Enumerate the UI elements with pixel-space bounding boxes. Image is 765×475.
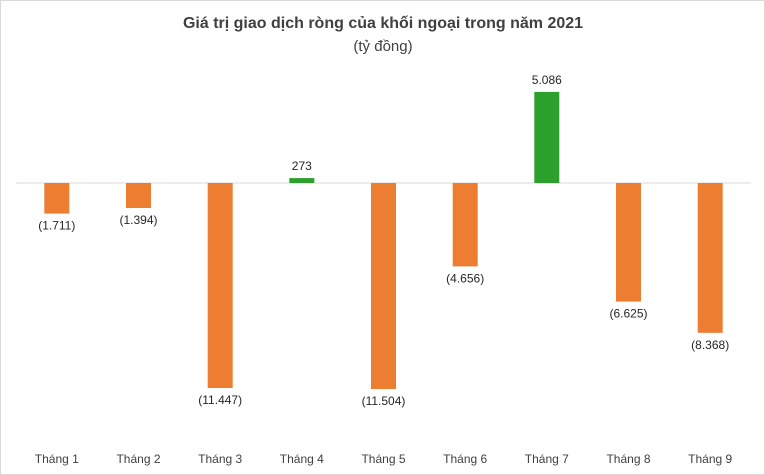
x-tick-label-5: Tháng 5 [361, 452, 405, 466]
data-label-1: (1.711) [38, 219, 75, 233]
x-tick-label-3: Tháng 3 [198, 452, 242, 466]
bar-5 [371, 183, 396, 389]
bar-9 [697, 183, 723, 333]
data-label-6: (4.656) [446, 271, 484, 285]
chart-subtitle: (tỷ đồng) [353, 38, 412, 55]
bar-6 [452, 183, 478, 267]
bar-1 [44, 183, 70, 214]
bar-4 [289, 178, 315, 183]
x-tick-label-2: Tháng 2 [116, 452, 160, 466]
data-label-4: 273 [292, 159, 312, 173]
x-tick-label-7: Tháng 7 [525, 452, 569, 466]
chart-title: Giá trị giao dịch ròng của khối ngoại tr… [183, 15, 583, 32]
data-label-2: (1.394) [119, 213, 157, 227]
data-label-9: (8.368) [691, 338, 729, 352]
category-axis: Tháng 1 Tháng 2 Tháng 3 Tháng 4 Tháng 5 Tháng… [35, 452, 733, 466]
x-tick-label-9: Tháng 9 [688, 452, 732, 466]
data-label-5: (11.504) [362, 394, 406, 408]
bar-8 [616, 183, 641, 302]
x-tick-label-1: Tháng 1 [35, 452, 79, 466]
x-tick-label-4: Tháng 4 [280, 452, 324, 466]
bar-3 [207, 183, 233, 388]
bar-2 [126, 183, 151, 208]
bar-7 [534, 91, 560, 183]
data-label-8: (6.625) [609, 307, 647, 321]
x-tick-label-6: Tháng 6 [443, 452, 487, 466]
x-tick-label-8: Tháng 8 [606, 452, 650, 466]
bars-layer [44, 91, 723, 389]
data-label-3: (11.447) [198, 393, 242, 407]
data-label-7: 5.086 [532, 73, 562, 87]
data-labels-layer: (1.711) (1.394) (11.447) 273 (11.504) (4.656)… [38, 73, 729, 408]
